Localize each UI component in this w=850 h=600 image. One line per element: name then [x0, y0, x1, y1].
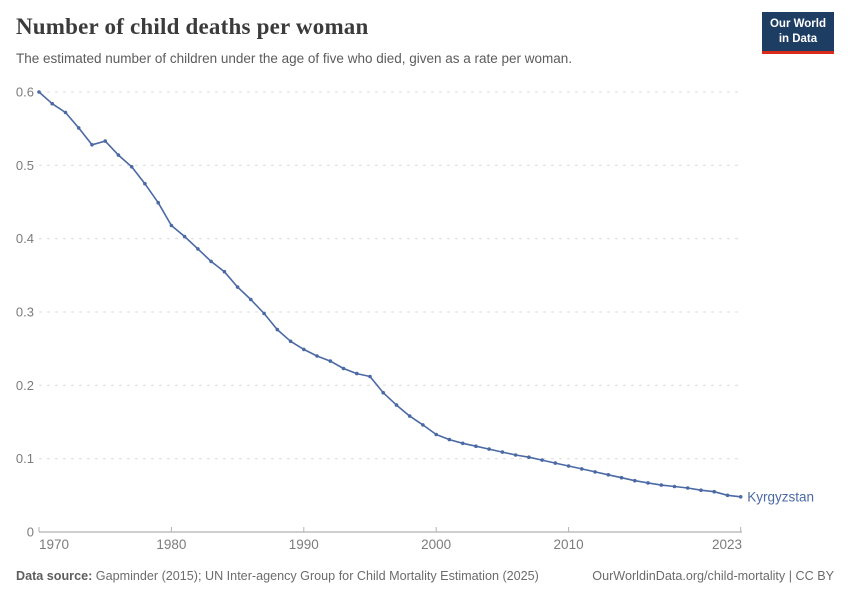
data-point[interactable] — [407, 414, 412, 418]
data-source-label: Data source: — [16, 569, 93, 583]
data-point[interactable] — [90, 143, 94, 147]
data-point[interactable] — [527, 455, 531, 460]
data-point[interactable] — [341, 366, 346, 371]
data-point[interactable] — [725, 493, 730, 498]
owid-logo-line2: in Data — [778, 32, 818, 45]
data-point[interactable] — [699, 488, 703, 493]
x-tick-label: 2000 — [421, 537, 451, 552]
data-point[interactable] — [116, 153, 121, 157]
series-line-kyrgyzstan[interactable] — [38, 91, 742, 498]
x-tick-label: 2010 — [554, 537, 584, 552]
chart-subtitle: The estimated number of children under t… — [16, 51, 573, 66]
data-point[interactable] — [593, 470, 597, 474]
data-point[interactable] — [421, 423, 425, 427]
owid-logo[interactable]: Our World in Data — [761, 12, 834, 54]
data-point[interactable] — [646, 481, 650, 485]
data-point[interactable] — [633, 478, 637, 483]
chart-title: Number of child deaths per woman — [16, 14, 369, 39]
y-tick-label: 0.1 — [16, 451, 34, 466]
series-points-kyrgyzstan[interactable] — [37, 90, 743, 499]
data-point[interactable] — [447, 437, 452, 442]
data-point[interactable] — [553, 461, 558, 465]
x-tick-label: 1990 — [289, 537, 319, 552]
gridlines — [39, 91, 742, 460]
owid-url-link[interactable]: OurWorldinData.org/child-mortality | CC … — [592, 569, 834, 583]
data-point[interactable] — [328, 359, 333, 363]
data-point[interactable] — [513, 453, 518, 457]
data-point[interactable] — [434, 432, 439, 437]
y-tick-label: 0.2 — [16, 378, 34, 393]
data-point[interactable] — [540, 458, 544, 462]
y-tick-label: 0.3 — [16, 305, 34, 320]
data-point[interactable] — [659, 483, 664, 487]
y-tick-label: 0.6 — [16, 85, 34, 100]
x-tick-label: 1970 — [39, 537, 69, 552]
data-point[interactable] — [580, 467, 584, 471]
x-axis: 1970 1980 1990 2000 2010 2023 — [38, 527, 742, 552]
data-point[interactable] — [169, 223, 174, 228]
data-point[interactable] — [76, 126, 81, 130]
x-tick-label: 1980 — [156, 537, 186, 552]
data-point[interactable] — [381, 390, 386, 395]
y-tick-label: 0.4 — [16, 231, 34, 246]
data-point[interactable] — [262, 311, 266, 316]
data-point[interactable] — [63, 110, 68, 115]
data-point[interactable] — [315, 354, 319, 358]
data-point[interactable] — [368, 374, 372, 379]
data-point[interactable] — [143, 181, 147, 186]
data-point[interactable] — [156, 200, 160, 205]
y-tick-label: 0 — [27, 525, 34, 540]
owid-logo-line1: Our World — [769, 18, 826, 30]
data-point[interactable] — [275, 327, 280, 332]
data-point[interactable] — [302, 347, 306, 352]
data-source-note: Data source: Gapminder (2015); UN Inter-… — [16, 569, 539, 583]
data-point[interactable] — [209, 259, 213, 264]
y-tick-label: 0.5 — [16, 158, 34, 173]
series-label-kyrgyzstan[interactable]: Kyrgyzstan — [747, 489, 814, 504]
data-point[interactable] — [672, 484, 677, 489]
data-point[interactable] — [288, 339, 293, 344]
data-point[interactable] — [685, 486, 690, 490]
data-source-text: Gapminder (2015); UN Inter-agency Group … — [95, 569, 539, 583]
data-point[interactable] — [355, 371, 359, 376]
data-point[interactable] — [129, 165, 134, 169]
data-point[interactable] — [487, 447, 491, 451]
data-point[interactable] — [394, 403, 399, 407]
data-point[interactable] — [619, 475, 624, 480]
data-point[interactable] — [50, 101, 54, 106]
data-point[interactable] — [738, 495, 743, 499]
data-point[interactable] — [37, 90, 41, 94]
data-point[interactable] — [235, 285, 240, 289]
data-point[interactable] — [712, 489, 716, 494]
data-point[interactable] — [460, 441, 465, 446]
data-point[interactable] — [474, 444, 478, 449]
data-point[interactable] — [182, 234, 187, 239]
data-point[interactable] — [249, 297, 253, 302]
x-tick-label: 2023 — [712, 537, 742, 552]
data-point[interactable] — [566, 464, 571, 468]
y-axis-labels: 0 0.1 0.2 0.3 0.4 0.5 0.6 — [16, 85, 34, 540]
data-point[interactable] — [500, 450, 505, 454]
data-point[interactable] — [196, 247, 200, 251]
data-point[interactable] — [103, 139, 107, 143]
data-point[interactable] — [222, 269, 227, 274]
data-point[interactable] — [606, 473, 611, 477]
